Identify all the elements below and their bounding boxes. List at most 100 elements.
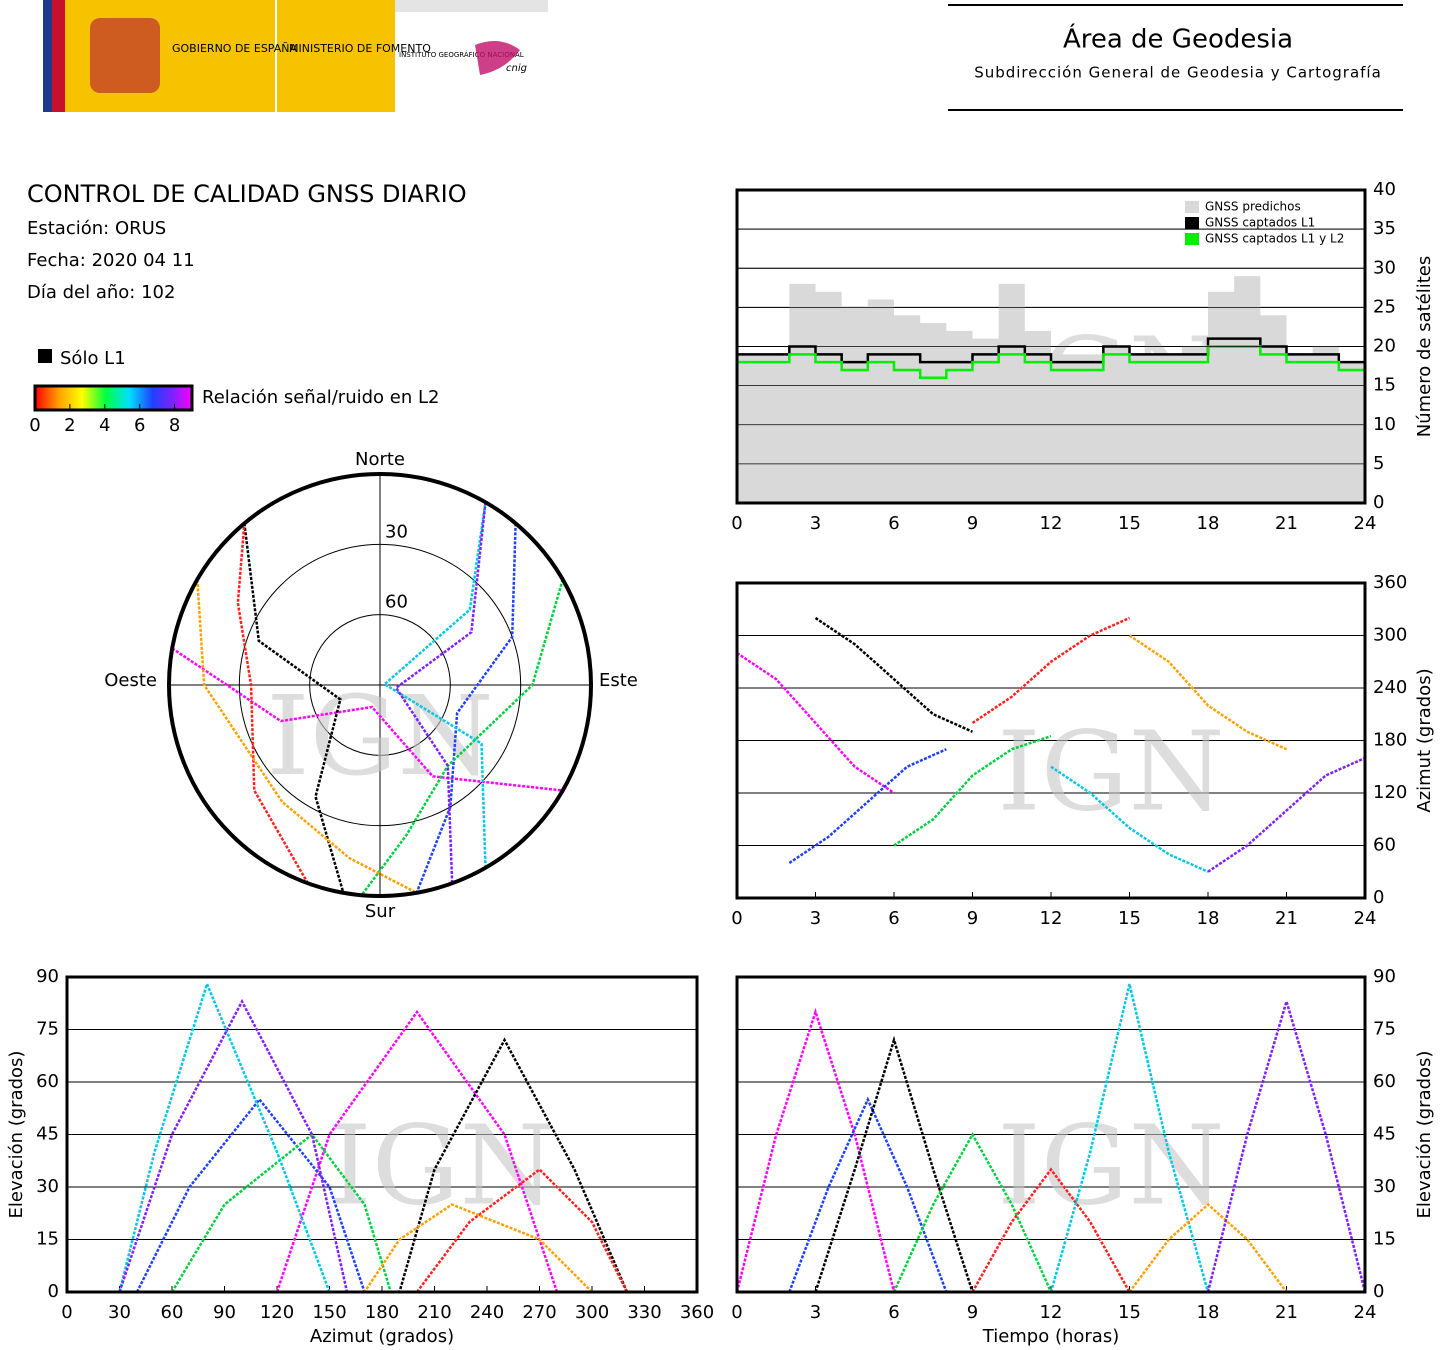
track: [1206, 997, 1367, 1293]
x-tick-label: 21: [1275, 908, 1298, 929]
y-tick-label: 360: [1373, 572, 1407, 593]
y-tick-label: 0: [1373, 492, 1384, 513]
track: [892, 1131, 1053, 1293]
colorbar: [33, 384, 194, 412]
l1-label: Sólo L1: [60, 348, 126, 369]
track: [1207, 756, 1366, 873]
header-title: Área de Geodesia: [1063, 23, 1293, 55]
colorbar-tick-label: 4: [99, 415, 110, 436]
colorbar-tick-label: 2: [64, 415, 75, 436]
x-tick-label: 6: [888, 513, 899, 534]
coat-of-arms: [90, 18, 160, 93]
date: Fecha: 2020 04 11: [27, 250, 195, 271]
x-tick-label: 30: [108, 1302, 131, 1323]
track: [135, 1097, 366, 1293]
track: [971, 616, 1131, 725]
y-tick-label: 0: [1373, 887, 1384, 908]
x-tick-label: 18: [1197, 1302, 1220, 1323]
x-tick-label: 270: [522, 1302, 556, 1323]
step-line: [737, 337, 1365, 364]
y-tick-label: 90: [1373, 966, 1396, 987]
track: [1049, 983, 1210, 1293]
x-tick-label: 24: [1354, 908, 1377, 929]
x-tick-label: 18: [1197, 513, 1220, 534]
ring-label: 30: [385, 521, 408, 542]
x-tick-label: 0: [731, 1302, 742, 1323]
x-tick-label: 60: [161, 1302, 184, 1323]
sky-track: [394, 502, 487, 884]
x-tick-label: 3: [810, 1302, 821, 1323]
y-tick-label: 60: [36, 1071, 59, 1092]
cnig-text: cnig: [506, 63, 527, 74]
y-tick-label: 15: [1373, 1229, 1396, 1250]
x-tick-label: 21: [1275, 1302, 1298, 1323]
y-tick-label: 15: [1373, 375, 1396, 396]
watermark: IGN: [328, 1101, 556, 1229]
x-tick-label: 0: [731, 513, 742, 534]
x-tick-label: 150: [312, 1302, 346, 1323]
y-tick-label: 0: [48, 1281, 59, 1302]
track: [736, 651, 895, 795]
track: [416, 1167, 629, 1293]
y-axis-label: Elevación (grados): [1414, 1051, 1435, 1219]
x-tick-label: 9: [967, 513, 978, 534]
track: [1128, 1202, 1288, 1293]
x-tick-label: 12: [1040, 1302, 1063, 1323]
x-tick-label: 9: [967, 908, 978, 929]
x-tick-label: 210: [417, 1302, 451, 1323]
legend-swatch: [1185, 201, 1199, 213]
y-tick-label: 180: [1373, 730, 1407, 751]
track: [118, 980, 331, 1293]
x-tick-label: 120: [260, 1302, 294, 1323]
watermark: IGN: [997, 1101, 1225, 1229]
institute-text: INSTITUTO GEOGRÁFICO NACIONAL: [399, 50, 524, 59]
track: [788, 748, 947, 865]
header-subtitle: Subdirección General de Geodesia y Carto…: [974, 64, 1382, 82]
x-tick-label: 15: [1118, 1302, 1141, 1323]
x-tick-label: 18: [1197, 908, 1220, 929]
x-tick-label: 15: [1118, 908, 1141, 929]
y-tick-label: 75: [1373, 1019, 1396, 1040]
y-tick-label: 40: [1373, 179, 1396, 200]
track: [363, 1203, 593, 1293]
y-tick-label: 75: [36, 1019, 59, 1040]
track: [275, 1009, 559, 1293]
colorbar-label: Relación señal/ruido en L2: [202, 387, 439, 408]
x-tick-label: 9: [967, 1302, 978, 1323]
gov-text: GOBIERNO DE ESPAÑA: [172, 42, 297, 55]
y-tick-label: 45: [36, 1124, 59, 1145]
y-tick-label: 300: [1373, 625, 1407, 646]
x-tick-label: 300: [575, 1302, 609, 1323]
legend-label: GNSS captados L1 y L2: [1205, 232, 1344, 246]
y-tick-label: 60: [1373, 835, 1396, 856]
l1-swatch: [38, 349, 52, 363]
colorbar-tick-label: 0: [29, 415, 40, 436]
legend-swatch: [1185, 217, 1199, 229]
horizon: [167, 472, 593, 898]
plot-frame: [735, 581, 1367, 900]
colorbar-tick-label: 8: [169, 415, 180, 436]
y-tick-label: 20: [1373, 336, 1396, 357]
x-tick-label: 24: [1354, 513, 1377, 534]
station: Estación: ORUS: [27, 218, 166, 239]
plot-frame: [735, 188, 1367, 505]
elevation-ring: [238, 543, 522, 827]
watermark: IGN: [997, 707, 1225, 835]
x-tick-label: 360: [680, 1302, 714, 1323]
sky-track: [243, 523, 345, 894]
legend-label: GNSS predichos: [1205, 200, 1301, 214]
x-tick-label: 3: [810, 513, 821, 534]
x-tick-label: 12: [1040, 908, 1063, 929]
y-tick-label: 5: [1373, 453, 1384, 474]
y-tick-label: 90: [36, 966, 59, 987]
y-tick-label: 15: [36, 1229, 59, 1250]
step-line: [737, 345, 1365, 380]
track: [735, 1007, 896, 1293]
logo-ministry: [277, 0, 395, 112]
plot-frame: [65, 975, 699, 1294]
x-tick-label: 6: [888, 1302, 899, 1323]
track: [814, 616, 974, 733]
cnig-logo: [475, 41, 520, 75]
east-label: Este: [599, 670, 638, 691]
x-tick-label: 240: [470, 1302, 504, 1323]
